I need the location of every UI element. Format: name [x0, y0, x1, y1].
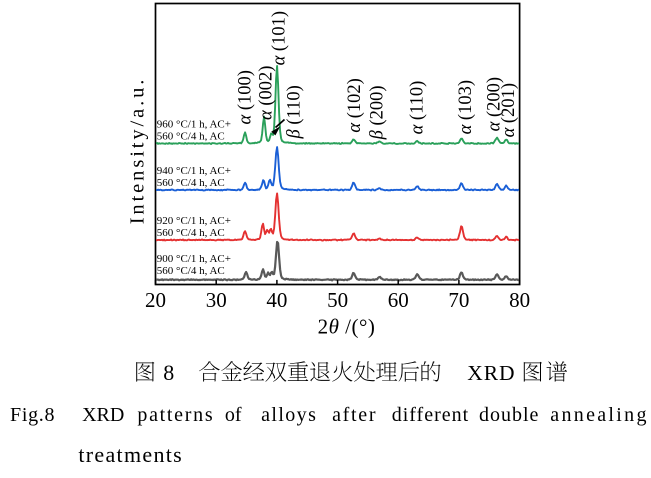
svg-text:560 °C/4 h, AC: 560 °C/4 h, AC — [157, 265, 225, 277]
svg-text:560 °C/4 h, AC: 560 °C/4 h, AC — [157, 177, 225, 189]
svg-text:920 °C/1 h, AC+: 920 °C/1 h, AC+ — [157, 215, 231, 227]
svg-text:XRD: XRD — [467, 361, 515, 385]
svg-text:α (002): α (002) — [256, 66, 276, 120]
svg-text:20: 20 — [145, 288, 166, 312]
svg-text:60: 60 — [388, 288, 409, 312]
svg-text:80: 80 — [509, 288, 530, 312]
svg-text:α (101): α (101) — [270, 11, 290, 65]
svg-text:α (201): α (201) — [499, 83, 519, 137]
svg-text:30: 30 — [206, 288, 227, 312]
svg-text:940 °C/1 h, AC+: 940 °C/1 h, AC+ — [157, 165, 231, 177]
svg-text:β (110): β (110) — [284, 85, 304, 139]
svg-text:β (200): β (200) — [368, 85, 388, 140]
svg-text:900 °C/1 h, AC+: 900 °C/1 h, AC+ — [157, 253, 231, 265]
svg-text:70: 70 — [448, 288, 469, 312]
svg-text:α (102): α (102) — [345, 78, 365, 132]
svg-text:α (100): α (100) — [236, 70, 256, 124]
svg-text:560 °C/4 h, AC: 560 °C/4 h, AC — [157, 131, 225, 143]
svg-text:8: 8 — [163, 360, 174, 385]
svg-text:50: 50 — [327, 288, 348, 312]
svg-text:α (110): α (110) — [408, 81, 428, 135]
svg-text:960 °C/1 h, AC+: 960 °C/1 h, AC+ — [157, 119, 231, 131]
svg-text:40: 40 — [266, 288, 287, 312]
svg-text:α (200): α (200) — [484, 77, 504, 131]
svg-text:α (103): α (103) — [456, 80, 476, 134]
svg-text:Intensity/a.u.: Intensity/a.u. — [127, 77, 149, 225]
svg-text:560 °C/4 h, AC: 560 °C/4 h, AC — [157, 227, 225, 239]
svg-text:2θ /(°): 2θ /(°) — [318, 315, 376, 339]
